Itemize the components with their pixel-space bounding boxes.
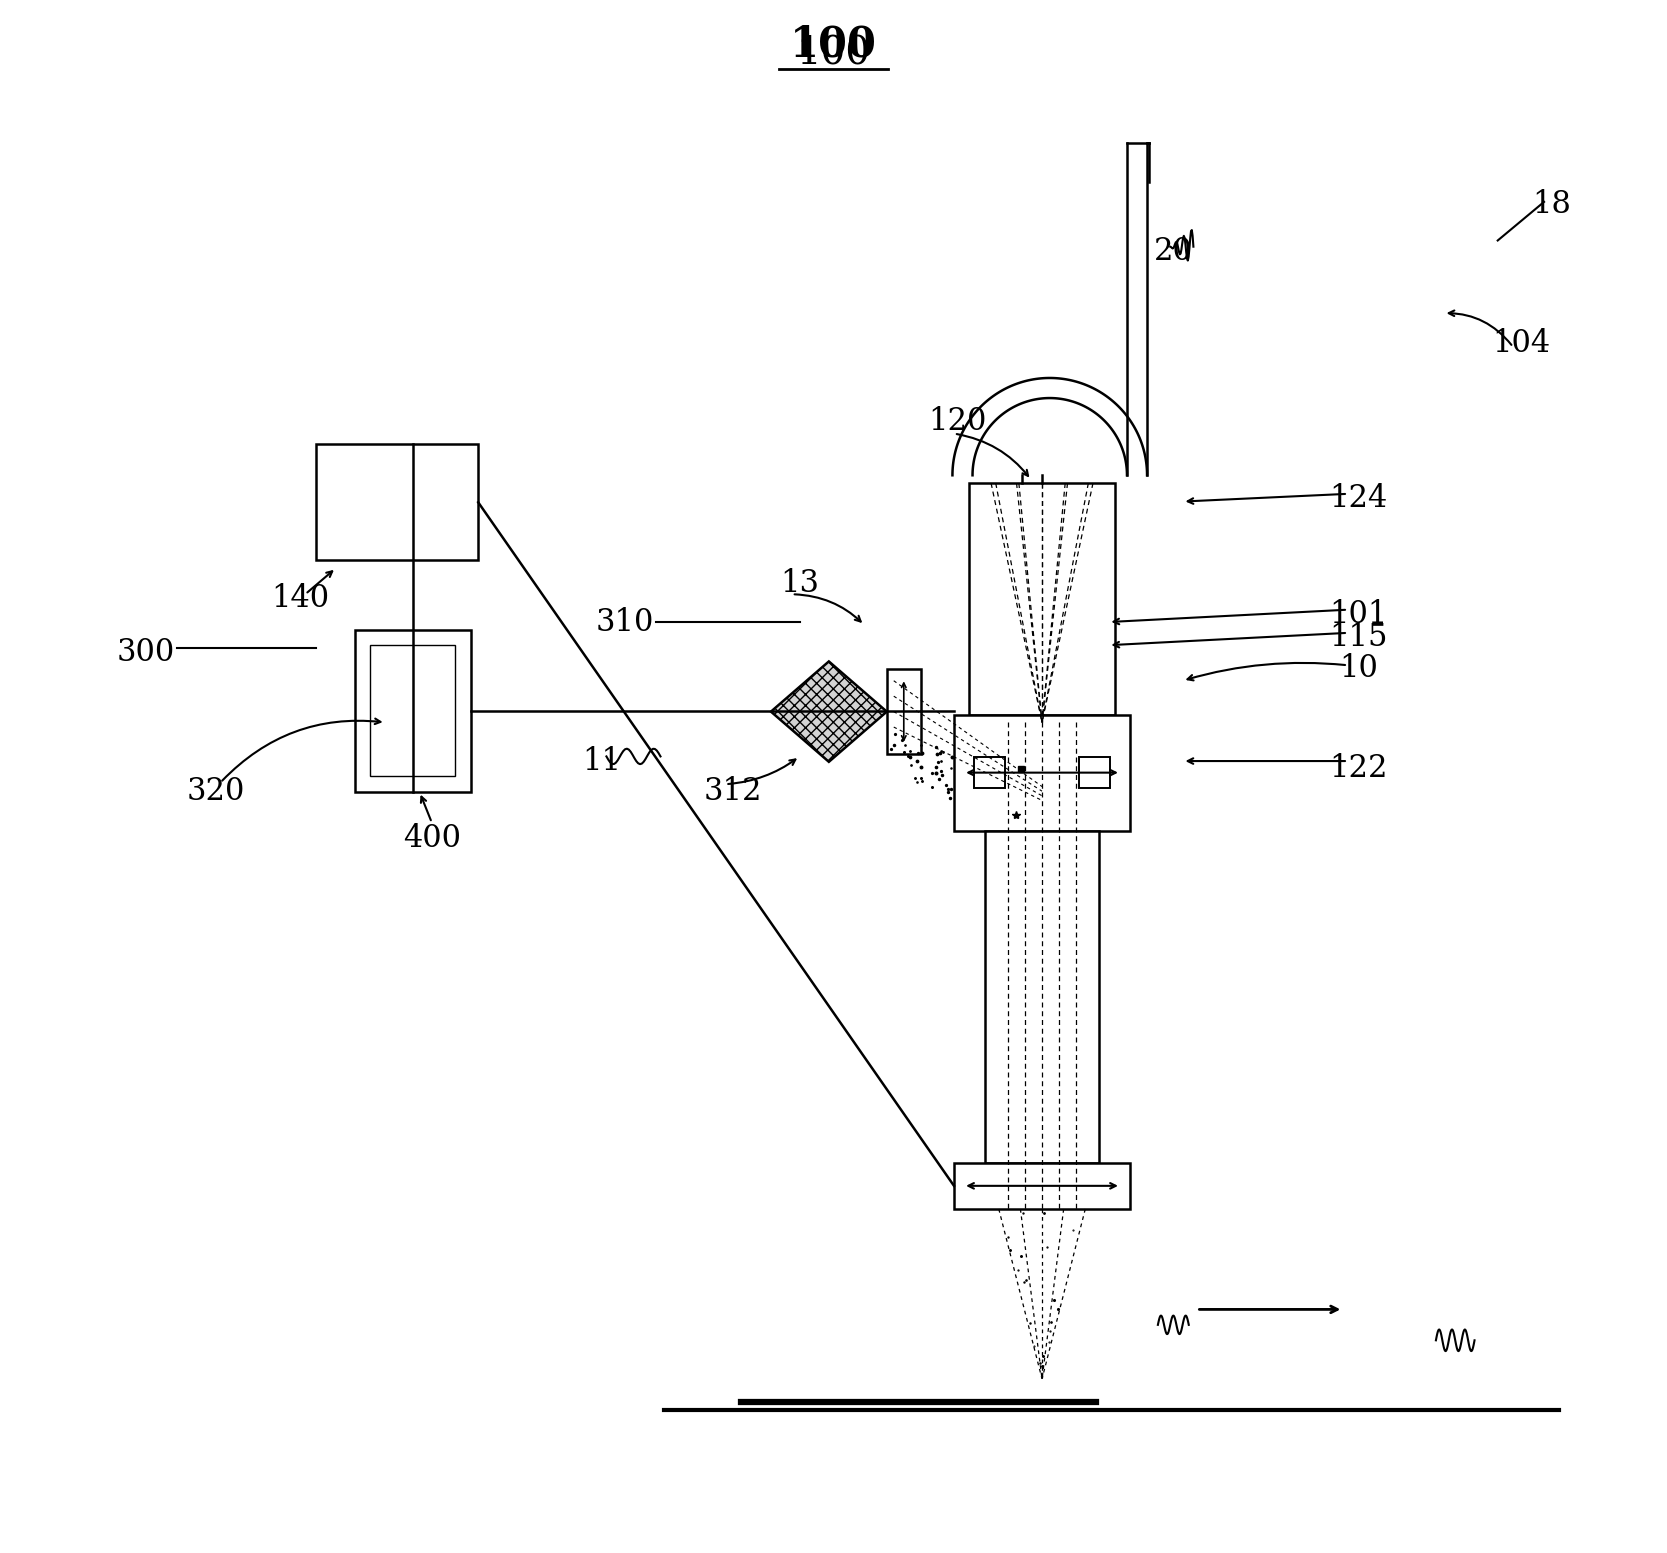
Bar xyxy=(954,1163,1130,1208)
Text: 300: 300 xyxy=(117,637,175,668)
Text: 100: 100 xyxy=(790,23,877,65)
Text: 120: 120 xyxy=(929,405,987,436)
Bar xyxy=(1079,758,1110,787)
Bar xyxy=(970,483,1115,714)
Text: 310: 310 xyxy=(595,607,653,638)
Text: 124: 124 xyxy=(1330,483,1389,514)
Text: 10: 10 xyxy=(1339,652,1379,683)
Text: 11: 11 xyxy=(582,745,622,776)
Bar xyxy=(370,644,455,776)
Text: 18: 18 xyxy=(1532,189,1572,221)
Text: 312: 312 xyxy=(703,776,762,808)
Bar xyxy=(974,758,1005,787)
Bar xyxy=(355,631,470,792)
Polygon shape xyxy=(770,662,887,763)
Text: 104: 104 xyxy=(1492,329,1550,359)
Bar xyxy=(985,831,1099,1163)
Bar xyxy=(317,444,478,561)
Text: 100: 100 xyxy=(797,36,870,71)
Text: 115: 115 xyxy=(1330,623,1389,652)
Text: 101: 101 xyxy=(1330,599,1389,631)
Text: 400: 400 xyxy=(403,823,460,854)
Text: 122: 122 xyxy=(1330,753,1389,784)
Text: 320: 320 xyxy=(187,776,245,808)
Text: 20: 20 xyxy=(1154,236,1194,267)
Bar xyxy=(954,714,1130,831)
Bar xyxy=(887,669,920,755)
Text: 13: 13 xyxy=(780,568,818,599)
Text: 140: 140 xyxy=(272,584,330,615)
